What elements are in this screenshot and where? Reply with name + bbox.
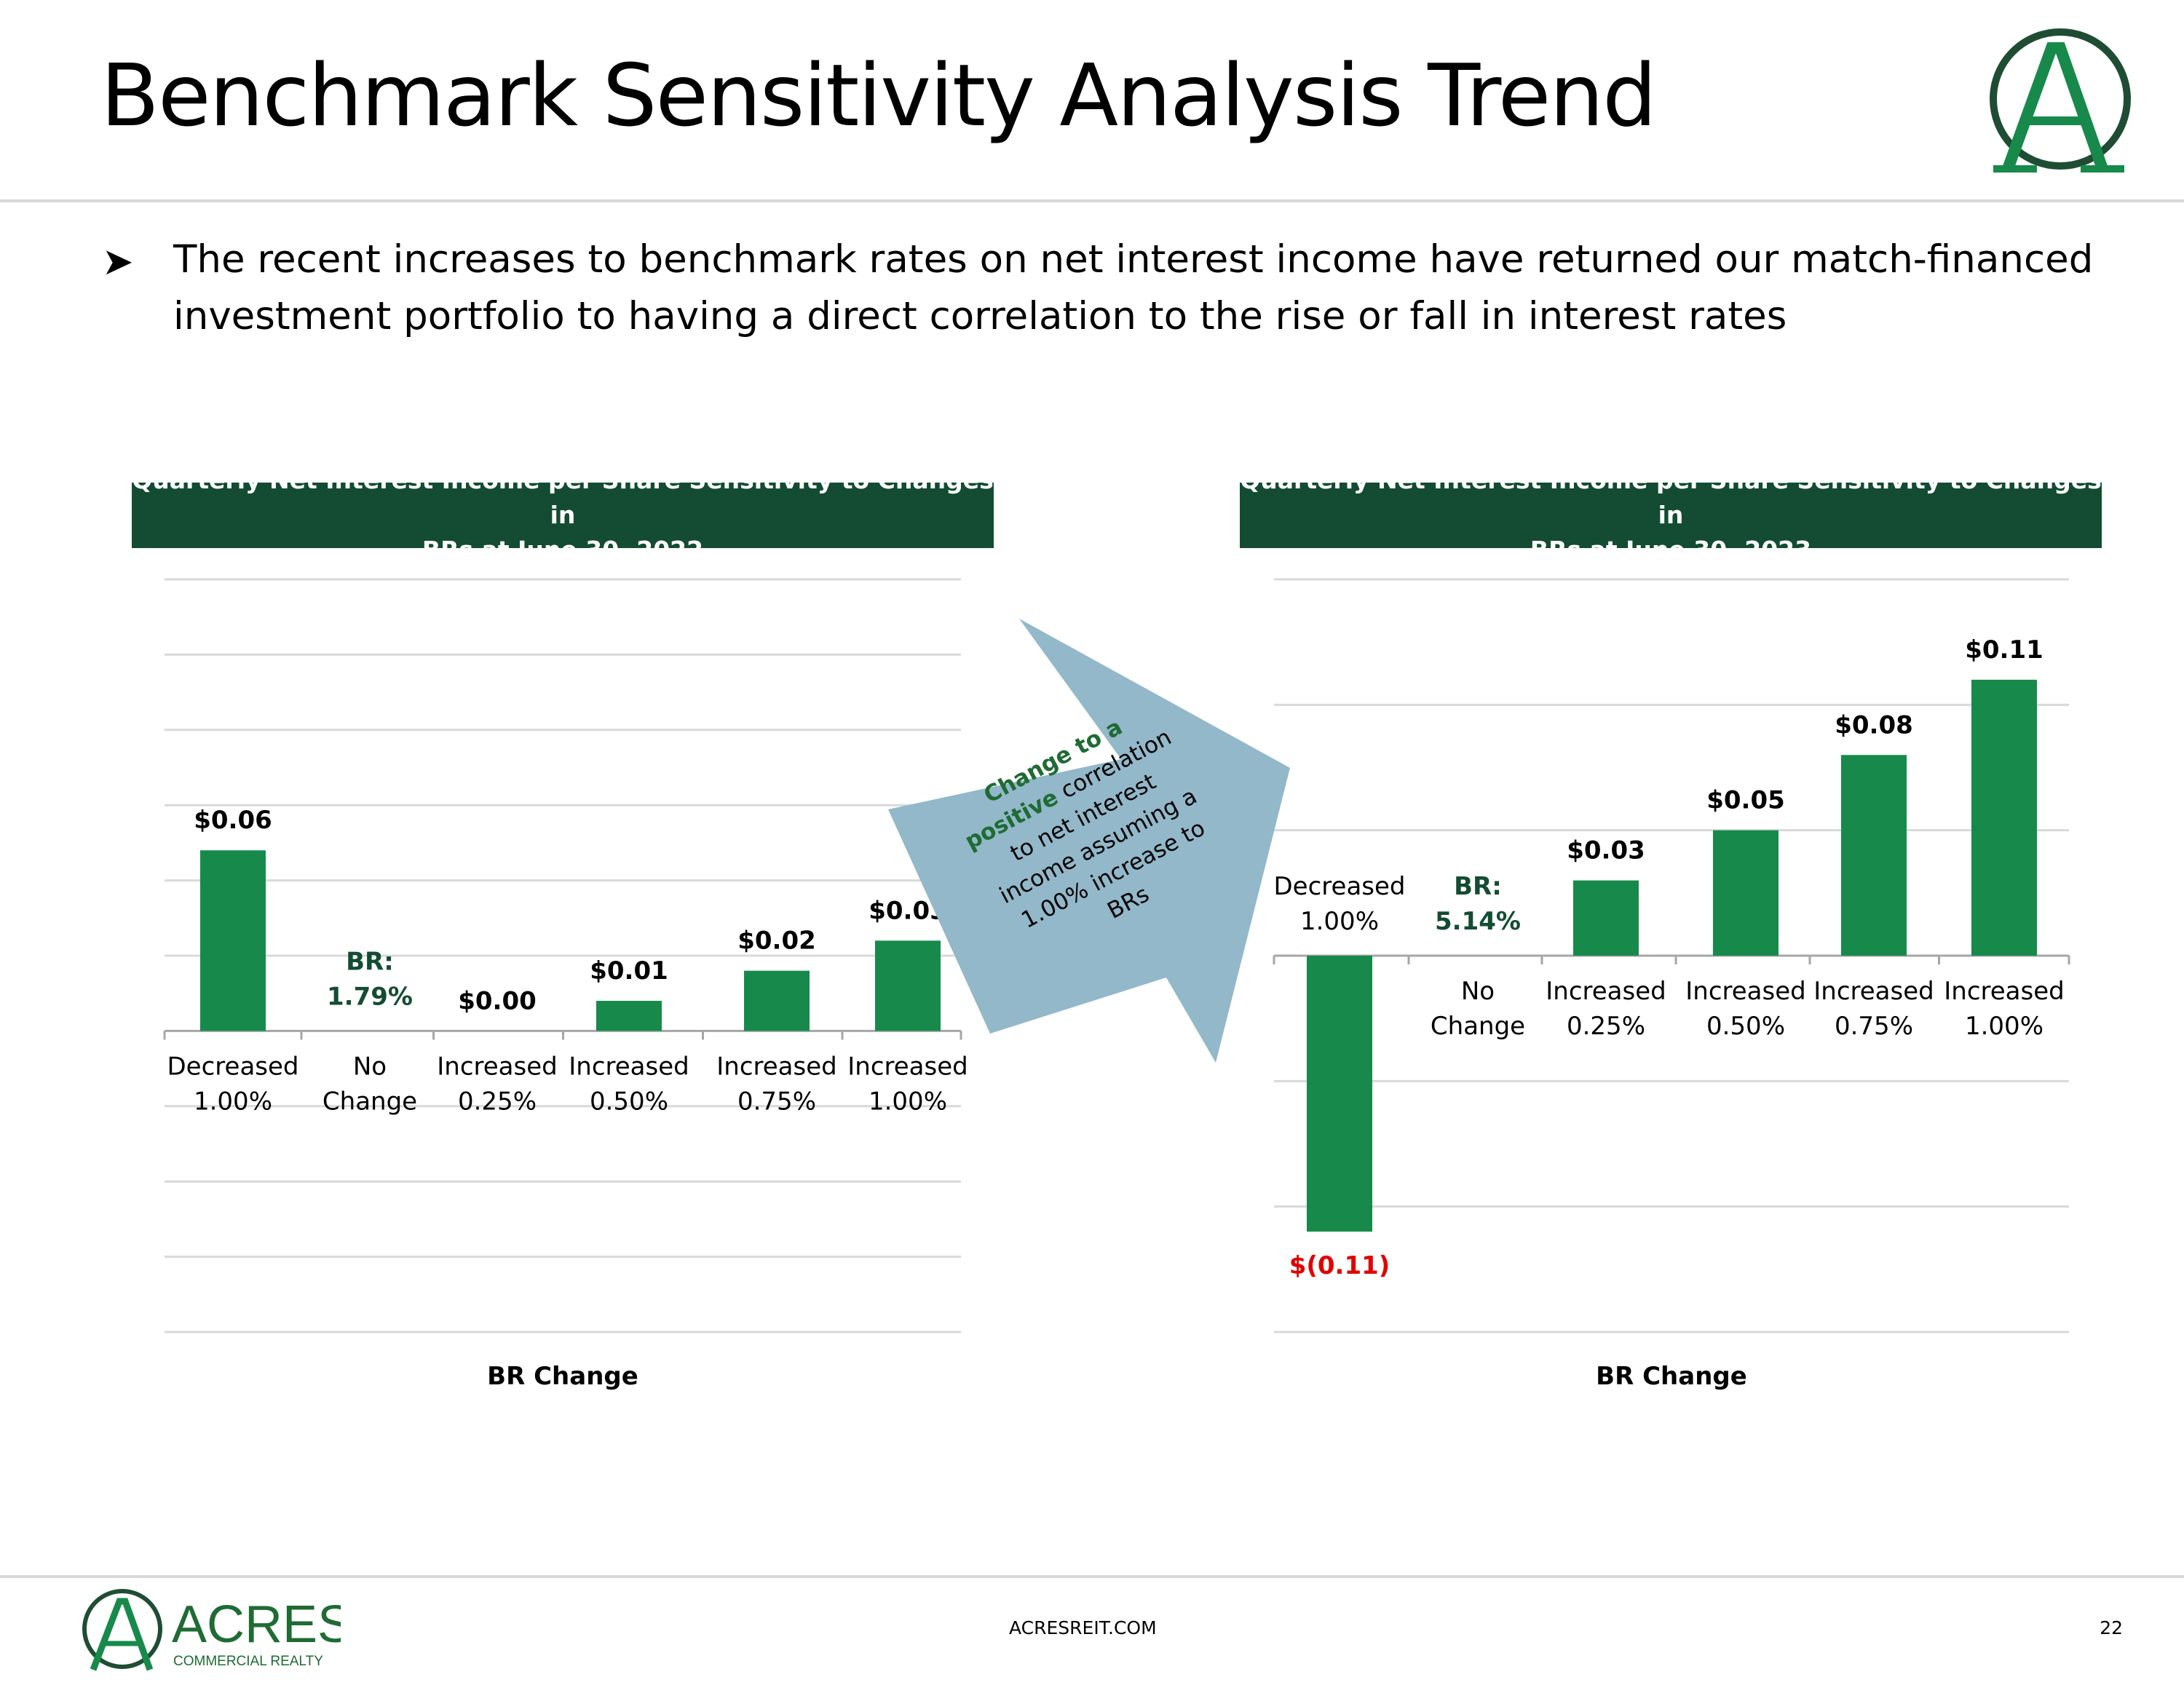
chart-2023-bar xyxy=(1307,956,1372,1232)
chart-2023-bar xyxy=(1713,830,1779,956)
chart-2022-category-label: 1.00% xyxy=(194,1087,272,1116)
chart-2023-data-label: $0.05 xyxy=(1706,786,1785,815)
slide-title: Benchmark Sensitivity Analysis Trend xyxy=(100,45,1657,146)
chart-2023-category-label: No xyxy=(1461,977,1495,1006)
callout-arrow: Change to a positive correlation to net … xyxy=(888,619,1290,1063)
chart-2023-title-line2: BRs at June 30, 2023 xyxy=(1530,536,1812,564)
title-divider xyxy=(0,199,2184,202)
chart-2022-header: Quarterly Net Interest Income per Share … xyxy=(132,466,994,564)
chart-2022-category-label: Increased xyxy=(847,1052,968,1081)
chart-2022-data-label: $0.06 xyxy=(194,806,272,835)
chart-2023-bar xyxy=(1841,755,1907,956)
chart-2022-data-label: $0.01 xyxy=(590,956,668,986)
chart-2022-category-label: Increased xyxy=(569,1052,689,1081)
chart-2022-data-label: $0.02 xyxy=(737,927,816,956)
chart-2023-category-label: Increased xyxy=(1685,977,1805,1006)
footer-logo-ring-icon xyxy=(82,1589,162,1669)
footer-url: ACRESREIT.COM xyxy=(1009,1617,1157,1638)
chart-2022-title-line1: Quarterly Net Interest Income per Share … xyxy=(132,466,994,529)
chart-2022-category-label: 1.00% xyxy=(869,1087,947,1116)
chart-2022-br-note: BR: xyxy=(346,947,394,976)
acres-logo-mark-icon xyxy=(1990,28,2131,173)
bullet-text: The recent increases to benchmark rates … xyxy=(173,237,2094,338)
chart-2023-br-note: BR: xyxy=(1454,872,1502,901)
chart-2023-category-label: 0.50% xyxy=(1706,1012,1785,1041)
chart-2023-category-label: 1.00% xyxy=(1965,1012,2043,1041)
chart-2022-bar xyxy=(200,850,266,1031)
chart-2023-category-label: 1.00% xyxy=(1300,907,1379,936)
chart-2023-category-label: 0.75% xyxy=(1835,1012,1913,1041)
chart-2022-category-label: 0.75% xyxy=(737,1087,816,1116)
chart-2023-title-line1: Quarterly Net Interest Income per Share … xyxy=(1240,466,2102,529)
footer-logo-tagline: COMMERCIAL REALTY xyxy=(173,1654,323,1669)
footer-logo-name: ACRES xyxy=(172,1595,341,1654)
footer-divider xyxy=(0,1575,2184,1578)
chart-2023-bar xyxy=(1573,880,1639,956)
chart-2022-category-label: 0.50% xyxy=(590,1087,668,1116)
chart-2022-bar xyxy=(875,940,941,1031)
chart-2023-data-label: $0.03 xyxy=(1567,836,1645,865)
chart-2023-category-label: Increased xyxy=(1546,977,1666,1006)
chart-2022-bar xyxy=(744,970,810,1031)
chart-2022-xlabel: BR Change xyxy=(487,1362,638,1391)
chart-2022-category-label: Increased xyxy=(437,1052,557,1081)
arrow-bullet-icon: ➤ xyxy=(102,240,134,284)
chart-2022-category-label: 0.25% xyxy=(458,1087,537,1116)
chart-2022-title-line2: BRs at June 30, 2022 xyxy=(422,536,704,564)
chart-2023-data-label: $(0.11) xyxy=(1289,1251,1390,1280)
callout-arrow-shape xyxy=(888,619,1290,1063)
chart-2023-data-label: $0.11 xyxy=(1965,635,2043,665)
chart-2022-bar xyxy=(596,1001,662,1031)
chart-2023-header: Quarterly Net Interest Income per Share … xyxy=(1240,466,2102,564)
chart-2023-category-label: 0.25% xyxy=(1567,1012,1645,1041)
chart-2022-category-label: Decreased xyxy=(167,1052,299,1081)
chart-2023-br-note: 5.14% xyxy=(1435,907,1521,936)
chart-2022-data-label: $0.00 xyxy=(458,986,537,1015)
chart-2023-category-label: Increased xyxy=(1813,977,1934,1006)
chart-2023-bar xyxy=(1971,679,2037,956)
chart-2023-category-label: Decreased xyxy=(1274,872,1406,901)
chart-2023-data-label: $0.08 xyxy=(1835,710,1913,740)
page-number: 22 xyxy=(2100,1617,2123,1638)
chart-2022-category-label: No xyxy=(353,1052,387,1081)
acres-footer-logo: ACRES COMMERCIAL REALTY xyxy=(82,1589,341,1671)
chart-2022-category-label: Change xyxy=(323,1087,417,1116)
chart-2023-category-label: Increased xyxy=(1944,977,2064,1006)
chart-2023-xlabel: BR Change xyxy=(1596,1362,1747,1391)
chart-2022-br-note: 1.79% xyxy=(327,982,413,1011)
chart-2023-category-label: Change xyxy=(1431,1012,1525,1041)
chart-2022-category-label: Increased xyxy=(716,1052,836,1081)
